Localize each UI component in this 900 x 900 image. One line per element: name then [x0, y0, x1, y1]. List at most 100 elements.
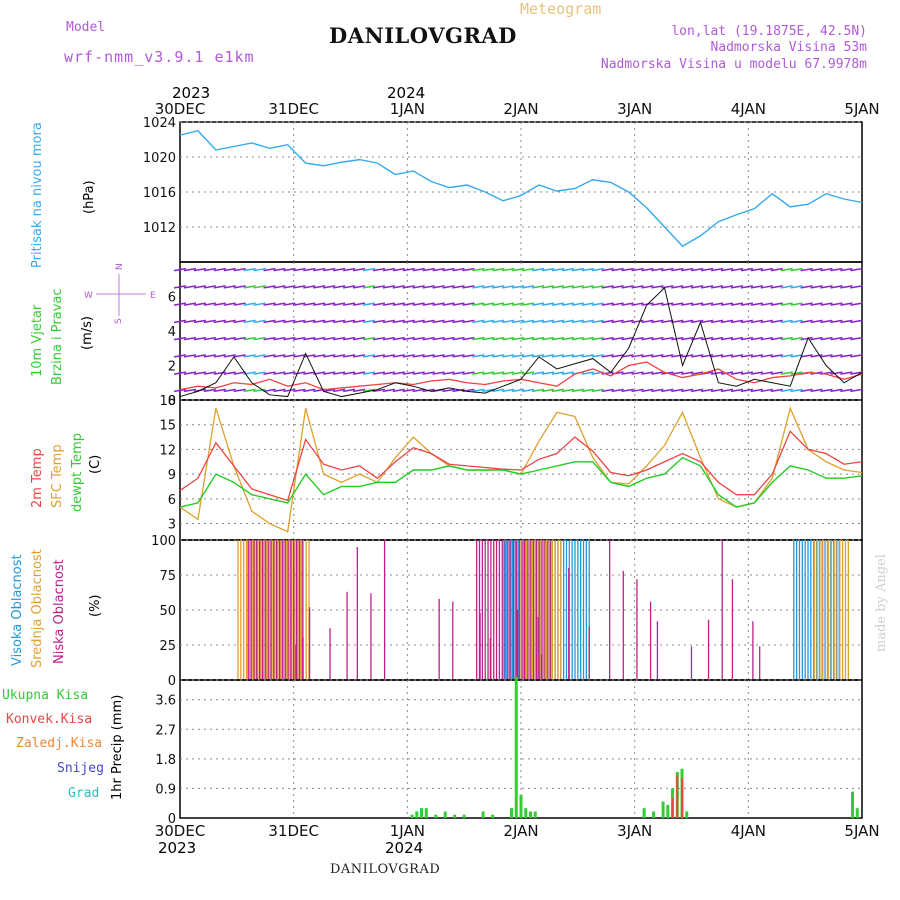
wind-barb [591, 354, 604, 358]
wind-barb [193, 354, 207, 358]
wind-barb [472, 267, 485, 272]
precip-ylabel: 1hr Precip (mm) [110, 694, 125, 800]
wind-barb [233, 354, 246, 358]
wind-barb [720, 267, 734, 272]
x-tick-bottom: 5JAN [844, 822, 879, 840]
wind-barb [561, 285, 575, 289]
wind-barb [611, 267, 624, 272]
pressure-ytick: 1012 [143, 221, 176, 236]
wind-barb [223, 302, 236, 306]
wind-barb [790, 285, 803, 289]
wind-barb [183, 319, 197, 324]
wind-barb [641, 267, 654, 272]
wind-barb [293, 371, 306, 375]
wind-barb [372, 388, 386, 393]
wind-barb [203, 354, 216, 358]
wind-barb [710, 371, 724, 375]
wind-barb [293, 336, 306, 341]
wind-barb [850, 267, 863, 272]
wind-barb [691, 285, 704, 289]
wind-barb [810, 302, 823, 306]
wind-barb [830, 388, 843, 393]
wind-barb [790, 354, 803, 358]
wind-barb [531, 354, 545, 358]
wind-barb [412, 388, 425, 393]
wind-barb [770, 388, 783, 393]
wind-barb [780, 371, 793, 375]
wind-barb [283, 267, 296, 272]
wind-barb [850, 388, 863, 393]
wind-barb [740, 371, 754, 375]
precip-ytick: 0.9 [155, 782, 176, 797]
wind-barb [472, 302, 485, 306]
wind-barb [571, 267, 584, 272]
wind-barb [293, 267, 306, 272]
wind-barb [213, 285, 226, 289]
wind-barb [631, 371, 644, 375]
wind-barb [740, 267, 754, 272]
precip-ytick: 3.6 [155, 694, 176, 709]
wind-barb [710, 285, 724, 289]
x-tick-top: 4JAN [731, 100, 766, 118]
wind-barb [173, 336, 187, 341]
wind-barb [631, 319, 644, 324]
wind-barb [701, 388, 714, 393]
wind-barb [462, 302, 475, 306]
page-title: DANILOVGRAD [329, 23, 517, 48]
wind-barb [412, 285, 425, 289]
wind-barb [681, 354, 694, 358]
wind-barb [213, 319, 226, 324]
wind-barb [263, 371, 276, 375]
x-tick-bottom: 30DEC [155, 822, 206, 840]
x-tick-top: 1JAN [390, 100, 425, 118]
wind-barb [512, 302, 525, 306]
wind-barb [472, 371, 485, 375]
wind-barb [551, 319, 565, 324]
wind-barb [701, 267, 714, 272]
wind-barb [740, 388, 754, 393]
wind-barb [233, 319, 246, 324]
wind-barb [203, 388, 216, 393]
wind-barb [800, 285, 813, 289]
precip-bar [424, 808, 428, 818]
wind-barb [422, 285, 435, 289]
precip-bar [524, 808, 528, 818]
wind-barb [701, 336, 714, 341]
wind-ytick: 0 [168, 394, 176, 409]
wind-barb [253, 285, 266, 289]
precip-bar [514, 676, 518, 818]
wind-barb [263, 302, 276, 306]
wind-barb [402, 336, 415, 341]
wind-barb [432, 354, 445, 358]
legend-snow: Snijeg [57, 761, 104, 776]
wind-barb [273, 302, 286, 306]
wind-barb [422, 319, 435, 324]
wind-barb [830, 354, 843, 358]
wind-barb [551, 371, 565, 375]
wind-barb [303, 354, 316, 358]
wind-barb [382, 354, 395, 358]
wind-barb [611, 319, 624, 324]
wind-barb [691, 302, 704, 306]
wind-barb [790, 302, 803, 306]
wind-barb [770, 267, 783, 272]
wind-barb [293, 285, 306, 289]
wind-barb [233, 336, 246, 341]
temp-ytick: 15 [159, 419, 176, 434]
wind-barb [531, 267, 545, 272]
wind-barb [521, 371, 535, 375]
wind-barb [710, 354, 724, 358]
precip-bar [519, 795, 523, 818]
wind-barb [830, 371, 843, 375]
wind-barb [611, 336, 624, 341]
x-tick-top: 2JAN [503, 100, 538, 118]
wind-barb [442, 354, 455, 358]
wind-barb [273, 371, 286, 375]
wind-barb [512, 354, 525, 358]
wind-barb [750, 354, 763, 358]
wind-barb [223, 371, 236, 375]
wind-barb [472, 388, 485, 393]
wind-barb [631, 388, 644, 393]
wind-ytick: 2 [168, 360, 176, 375]
cloud-unit: (%) [88, 594, 103, 618]
